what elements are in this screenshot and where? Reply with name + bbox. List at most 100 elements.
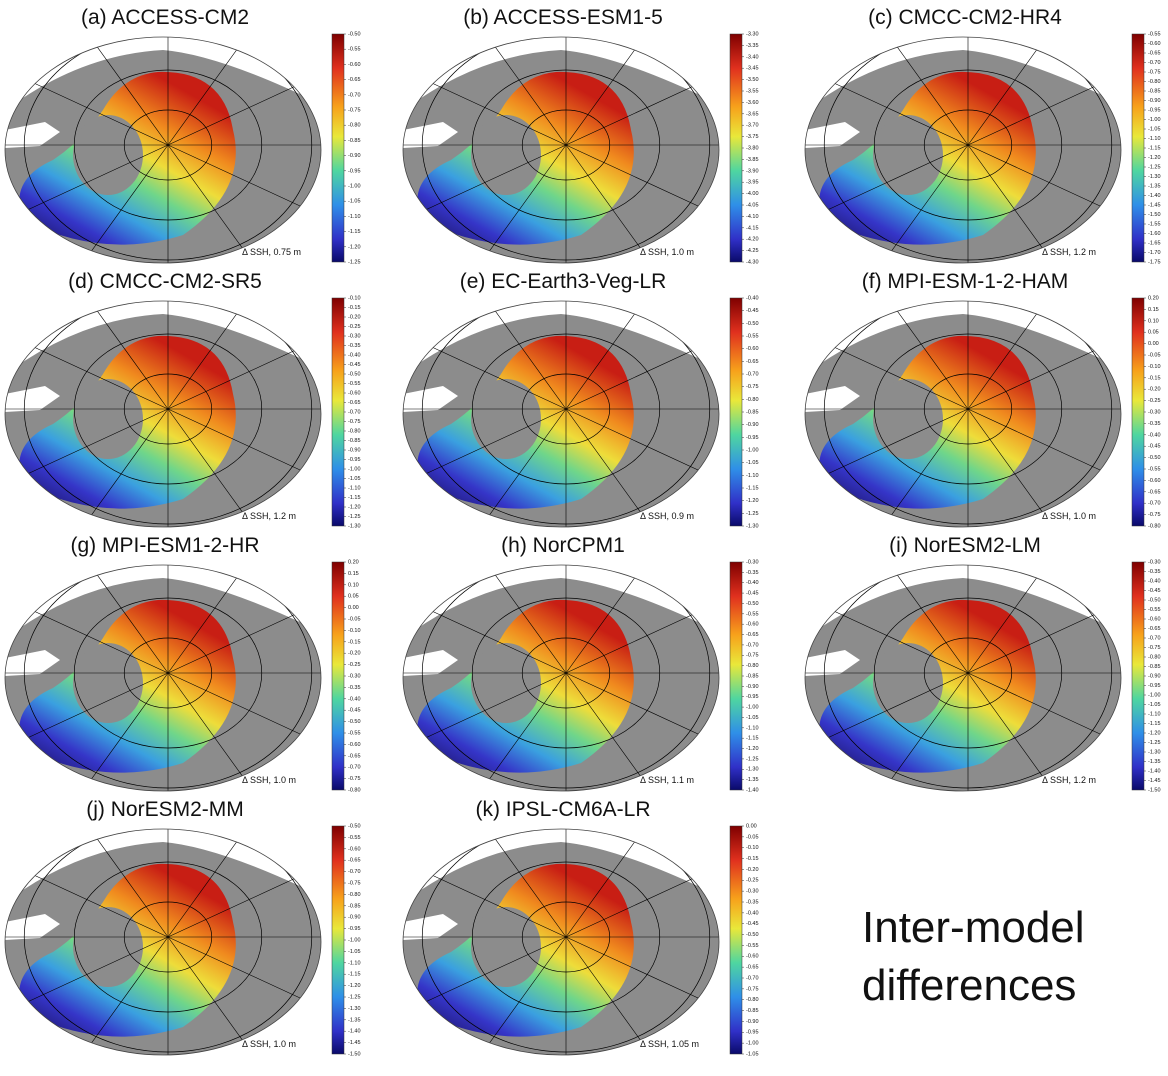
panel-title: (j) NorESM2-MM: [86, 798, 244, 821]
panel: (e) EC-Earth3-Veg-LR Δ SSH, 0.9 m -0.40 -0.…: [402, 270, 759, 529]
colorbar-label: -0.65: [348, 400, 361, 406]
map-grid: [565, 301, 667, 410]
colorbar-label: -0.70: [746, 371, 759, 377]
map-grid: [67, 301, 169, 410]
colorbar-label: -1.10: [1148, 136, 1161, 142]
colorbar-label: -1.05: [348, 476, 361, 482]
panel: (c) CMCC-CM2-HR4 Δ SSH, 1.2 m -0.55 -0.60 -0…: [804, 6, 1161, 265]
colorbar-label: -0.90: [348, 153, 361, 159]
colorbar-label: -0.75: [1148, 69, 1161, 75]
colorbar-label: -0.60: [1148, 41, 1161, 47]
panel-title: (k) IPSL-CM6A-LR: [475, 798, 650, 821]
map-grid: [565, 829, 667, 938]
colorbar-label: -0.60: [1148, 478, 1161, 484]
colorbar-label: -1.05: [746, 715, 759, 721]
colorbar-label: -1.30: [1148, 174, 1161, 180]
colorbar-label: -0.65: [1148, 626, 1161, 632]
map-note: Δ SSH, 1.0 m: [242, 775, 296, 785]
colorbar-label: -1.15: [348, 229, 361, 235]
colorbar-label: -3.35: [746, 43, 759, 49]
panel-title: (b) ACCESS-ESM1-5: [463, 6, 663, 29]
colorbar-label: -1.05: [348, 949, 361, 955]
colorbar-label: -0.40: [1148, 578, 1161, 584]
colorbar-label: -0.70: [348, 92, 361, 98]
panel: (f) MPI-ESM-1-2-HAM Δ SSH, 1.0 m 0.20 0.15 0…: [804, 270, 1161, 529]
colorbar-label: -1.15: [746, 485, 759, 491]
panel-title: (a) ACCESS-CM2: [81, 6, 249, 29]
colorbar-label: -0.65: [348, 77, 361, 83]
panel: (i) NorESM2-LM Δ SSH, 1.2 m -0.30 -0.35 -0.4…: [804, 534, 1161, 793]
colorbar-label: -1.05: [348, 199, 361, 205]
colorbar-label: -1.35: [1148, 759, 1161, 765]
colorbar-label: -0.85: [348, 138, 361, 144]
colorbar-label: -0.25: [348, 662, 361, 668]
colorbar-label: -4.00: [746, 191, 759, 197]
map-grid: [167, 301, 269, 410]
colorbar-label: -1.50: [1148, 212, 1161, 218]
colorbar-label: -3.90: [746, 168, 759, 174]
panel: (g) MPI-ESM1-2-HR Δ SSH, 1.0 m 0.20 0.15 0.1…: [4, 534, 361, 793]
colorbar-label: -0.35: [348, 343, 361, 349]
colorbar-label: -0.30: [746, 559, 759, 565]
map-grid: [67, 829, 169, 938]
colorbar-label: -0.70: [746, 975, 759, 981]
colorbar-label: -0.55: [348, 381, 361, 387]
colorbar-label: -1.00: [348, 937, 361, 943]
colorbar-label: -0.05: [348, 616, 361, 622]
colorbar-label: -0.40: [746, 295, 759, 301]
map-island: [873, 115, 943, 195]
map-grid: [67, 565, 169, 674]
colorbar-label: -0.45: [746, 308, 759, 314]
colorbar-label: -1.35: [746, 777, 759, 783]
colorbar-label: -1.10: [746, 473, 759, 479]
colorbar-label: -3.30: [746, 31, 759, 37]
colorbar-label: -0.65: [746, 965, 759, 971]
colorbar-label: -0.10: [746, 845, 759, 851]
map-island: [471, 907, 541, 987]
colorbar-label: -1.00: [746, 1041, 759, 1047]
colorbar-label: -1.40: [1148, 768, 1161, 774]
colorbar: [331, 561, 345, 791]
colorbar-label: -0.20: [746, 867, 759, 873]
map-note: Δ SSH, 1.05 m: [640, 1039, 699, 1049]
colorbar-label: -0.70: [1148, 60, 1161, 66]
panel: (h) NorCPM1 Δ SSH, 1.1 m -0.30 -0.35 -0.40 -0…: [402, 534, 759, 793]
map: [805, 565, 1121, 791]
colorbar-label: -0.45: [1148, 588, 1161, 594]
map-grid: [67, 37, 169, 146]
map-border: [4, 300, 322, 528]
map-note: Δ SSH, 1.2 m: [1042, 775, 1096, 785]
colorbar-label: -1.15: [1148, 145, 1161, 151]
map-island: [73, 643, 143, 723]
colorbar-label: -0.30: [1148, 409, 1161, 415]
colorbar-label: -1.30: [746, 767, 759, 773]
colorbar-label: -1.25: [746, 511, 759, 517]
colorbar-label: 0.00: [1148, 341, 1159, 347]
map-land-white: [403, 122, 458, 148]
colorbar-label: -0.65: [348, 753, 361, 759]
colorbar-label: 0.10: [348, 582, 359, 588]
colorbar-label: -0.45: [348, 362, 361, 368]
map-border: [4, 564, 322, 792]
map-border: [402, 300, 720, 528]
colorbar-label: -0.65: [1148, 50, 1161, 56]
map-land-white: [805, 386, 860, 412]
colorbar-label: -0.45: [1148, 444, 1161, 450]
colorbar-label: -0.70: [1148, 635, 1161, 641]
map: [5, 37, 321, 263]
colorbar-label: -0.70: [348, 869, 361, 875]
colorbar-label: -0.20: [348, 314, 361, 320]
panel-title: (d) CMCC-CM2-SR5: [68, 270, 262, 293]
colorbar-label: -0.65: [1148, 489, 1161, 495]
map: [805, 301, 1121, 527]
colorbar-label: -0.95: [348, 168, 361, 174]
map-island: [73, 379, 143, 459]
colorbar-label: -0.60: [746, 346, 759, 352]
map-island: [873, 643, 943, 723]
colorbar-label: -0.90: [348, 447, 361, 453]
colorbar-label: -0.50: [348, 823, 361, 829]
map-land-white: [5, 122, 60, 148]
colorbar-label: -1.20: [746, 498, 759, 504]
colorbar-label: -0.75: [1148, 512, 1161, 518]
colorbar-label: -0.50: [1148, 597, 1161, 603]
